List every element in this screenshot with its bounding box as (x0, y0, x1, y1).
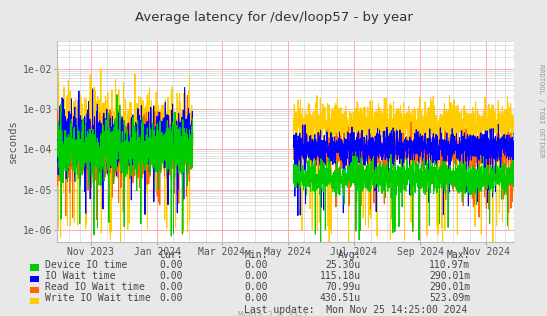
Text: RRDTOOL / TOBI OETIKER: RRDTOOL / TOBI OETIKER (538, 64, 544, 157)
Text: 70.99u: 70.99u (326, 282, 361, 292)
Text: Device IO time: Device IO time (45, 260, 127, 270)
Text: Max:: Max: (447, 250, 470, 259)
Y-axis label: seconds: seconds (8, 119, 19, 163)
Text: 0.00: 0.00 (245, 282, 268, 292)
Text: 430.51u: 430.51u (320, 293, 361, 303)
Text: Write IO Wait time: Write IO Wait time (45, 293, 151, 303)
Text: 25.30u: 25.30u (326, 260, 361, 270)
Text: Read IO Wait time: Read IO Wait time (45, 282, 146, 292)
Text: IO Wait time: IO Wait time (45, 271, 116, 281)
Text: 0.00: 0.00 (160, 260, 183, 270)
Text: 523.09m: 523.09m (429, 293, 470, 303)
Text: Min:: Min: (245, 250, 268, 259)
Text: 290.01m: 290.01m (429, 271, 470, 281)
Text: 290.01m: 290.01m (429, 282, 470, 292)
Text: Munin 2.0.33-1: Munin 2.0.33-1 (238, 311, 309, 316)
Text: 0.00: 0.00 (245, 260, 268, 270)
Text: Last update:  Mon Nov 25 14:25:00 2024: Last update: Mon Nov 25 14:25:00 2024 (245, 305, 468, 315)
Text: 0.00: 0.00 (245, 271, 268, 281)
Text: 0.00: 0.00 (245, 293, 268, 303)
Text: 115.18u: 115.18u (320, 271, 361, 281)
Text: 0.00: 0.00 (160, 293, 183, 303)
Text: Avg:: Avg: (337, 250, 361, 259)
Text: 110.97m: 110.97m (429, 260, 470, 270)
Text: 0.00: 0.00 (160, 282, 183, 292)
Text: 0.00: 0.00 (160, 271, 183, 281)
Text: Average latency for /dev/loop57 - by year: Average latency for /dev/loop57 - by yea… (135, 11, 412, 24)
Text: Cur:: Cur: (160, 250, 183, 259)
